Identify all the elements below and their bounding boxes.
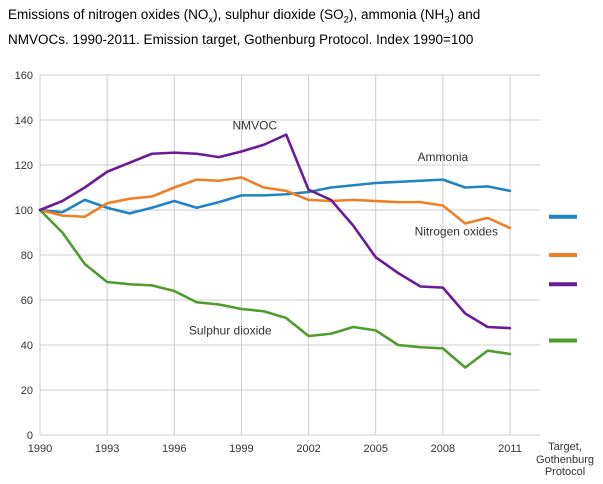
x-axis-tick-label: 2008 bbox=[431, 443, 455, 455]
target-legend-line: Protocol bbox=[544, 466, 586, 478]
y-axis-tick-label: 0 bbox=[27, 430, 33, 442]
series-line-nitrogen-oxides bbox=[38, 176, 512, 230]
x-axis-tick-label: 2011 bbox=[498, 443, 522, 455]
title-text: Emissions of nitrogen oxides (NO bbox=[8, 7, 209, 22]
y-axis-tick-label: 100 bbox=[15, 205, 33, 217]
series-line-ammonia bbox=[38, 178, 512, 215]
x-axis-tick-label: 2002 bbox=[296, 443, 320, 455]
series-line-sulphur-dioxide bbox=[38, 208, 512, 369]
target-legend-label: Target, Gothenburg Protocol bbox=[528, 441, 602, 479]
chart-title: Emissions of nitrogen oxides (NOx), sulp… bbox=[8, 5, 598, 49]
target-legend-line: Target, bbox=[548, 441, 582, 453]
title-subscript: 2 bbox=[343, 14, 349, 26]
title-text: NMVOCs. 1990-2011. Emission target, Goth… bbox=[8, 31, 474, 47]
x-axis-tick-label: 1999 bbox=[229, 443, 253, 455]
x-axis-tick-label: 1990 bbox=[28, 443, 52, 455]
y-axis-tick-label: 80 bbox=[21, 250, 33, 262]
title-text: ), sulphur dioxide (SO bbox=[213, 7, 344, 22]
x-axis-tick-label: 1996 bbox=[162, 443, 186, 455]
y-axis-tick-label: 140 bbox=[15, 115, 33, 127]
title-subscript: x bbox=[208, 14, 214, 26]
series-label-nitrogen-oxides: Nitrogen oxides bbox=[415, 224, 498, 238]
title-subscript: 3 bbox=[444, 14, 450, 26]
series-label-ammonia: Ammonia bbox=[418, 150, 469, 164]
y-axis-tick-label: 120 bbox=[15, 160, 33, 172]
y-axis-tick-label: 60 bbox=[21, 295, 33, 307]
series-label-sulphur-dioxide: Sulphur dioxide bbox=[189, 323, 272, 337]
series-label-nmvoc: NMVOC bbox=[233, 119, 278, 133]
y-axis-tick-label: 160 bbox=[15, 70, 33, 82]
series-line-nmvoc bbox=[38, 133, 512, 330]
y-axis-tick-label: 40 bbox=[21, 340, 33, 352]
x-axis-tick-label: 1993 bbox=[95, 443, 119, 455]
emissions-line-chart: 0 20 40 60 80 100 120 140 160 1990 1993 1996 1999 200… bbox=[15, 70, 577, 455]
x-axis-tick-label: 2005 bbox=[363, 443, 387, 455]
target-legend-line: Gothenburg bbox=[535, 453, 595, 466]
y-axis-tick-label: 20 bbox=[21, 385, 33, 397]
title-text: ), ammonia (NH bbox=[348, 7, 445, 22]
title-text: ) and bbox=[449, 7, 481, 22]
